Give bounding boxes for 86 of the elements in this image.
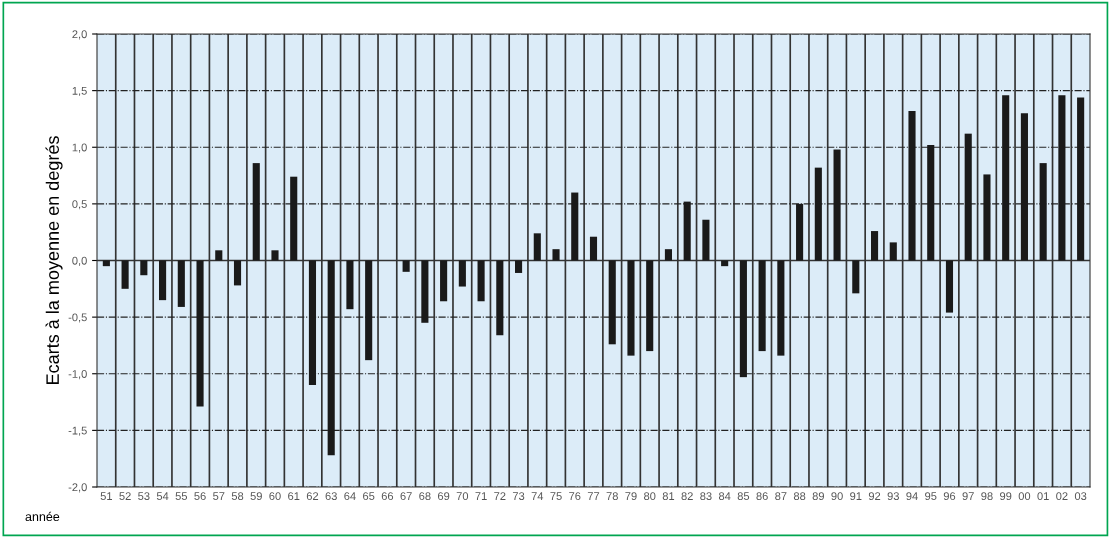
- y-tick-label: 0,0: [72, 256, 87, 266]
- bar: [889, 242, 897, 261]
- x-tick-label: 93: [887, 492, 899, 501]
- x-tick-label: 71: [475, 492, 487, 500]
- bar: [515, 260, 523, 273]
- x-tick-label: 69: [438, 492, 450, 501]
- x-tick-label: 81: [662, 492, 675, 501]
- x-tick-label: 89: [812, 492, 824, 501]
- x-tick-label: 61: [288, 492, 300, 501]
- bar: [552, 249, 560, 261]
- x-tick-label: 67: [400, 492, 412, 501]
- x-tick-label: 68: [419, 492, 431, 501]
- x-tick-label: 00: [1018, 492, 1031, 501]
- x-tick-label: 98: [981, 492, 993, 501]
- x-tick-label: 51: [100, 492, 113, 501]
- x-tick-label: 87: [775, 492, 787, 501]
- x-tick-label: 64: [344, 492, 356, 501]
- bar: [177, 260, 185, 307]
- x-tick-label: 72: [494, 492, 506, 500]
- x-tick-label: 99: [1000, 492, 1012, 501]
- x-tick-label: 88: [793, 492, 806, 501]
- bar: [215, 250, 223, 261]
- bar: [402, 260, 410, 272]
- bar: [159, 260, 167, 301]
- x-tick-label: 95: [925, 492, 937, 501]
- x-tick-label: 54: [156, 492, 169, 501]
- x-tick-label: 60: [269, 492, 281, 501]
- x-tick-label: 85: [737, 492, 750, 501]
- x-tick-label: 74: [531, 492, 544, 500]
- bar: [121, 260, 129, 289]
- x-tick-label: 91: [850, 492, 862, 501]
- bar: [458, 260, 466, 287]
- bar: [945, 260, 954, 313]
- x-tick-label: 01: [1037, 492, 1049, 501]
- y-tick-label: -2,0: [68, 483, 87, 493]
- y-tick-label: 1,0: [72, 143, 87, 153]
- x-tick-label: 94: [906, 492, 918, 501]
- bar: [440, 260, 448, 302]
- x-tick-label: 65: [363, 492, 375, 501]
- x-tick-label: 66: [381, 492, 394, 501]
- bar: [870, 231, 879, 261]
- x-tick-label: 59: [250, 492, 262, 501]
- x-tick-label: 52: [119, 492, 131, 501]
- y-tick-label: -0,5: [68, 313, 87, 323]
- bar: [271, 250, 279, 261]
- x-tick-label: 90: [831, 492, 843, 501]
- x-tick-label: 86: [756, 492, 768, 501]
- x-tick-label: 03: [1074, 492, 1087, 501]
- x-tick-label: 82: [681, 492, 693, 501]
- x-tick-label: 53: [138, 492, 150, 501]
- x-tick-label: 58: [231, 492, 244, 501]
- x-tick-label: 97: [962, 492, 974, 501]
- x-tick-label: 79: [625, 492, 637, 501]
- bar: [702, 219, 710, 261]
- bar: [852, 260, 860, 294]
- x-tick-label: 96: [943, 492, 956, 501]
- bar: [533, 233, 541, 261]
- bar: [664, 249, 672, 261]
- x-tick-label: 56: [194, 492, 206, 501]
- x-tick-label: 84: [718, 492, 731, 501]
- y-tick-label: 1,5: [72, 87, 87, 97]
- bar: [140, 260, 148, 276]
- x-tick-label: 70: [456, 492, 469, 501]
- x-tick-label: 77: [587, 492, 600, 500]
- x-tick-label: 55: [175, 492, 188, 501]
- x-tick-label: 75: [550, 492, 562, 501]
- x-tick-label: 62: [306, 492, 319, 501]
- x-tick-label: 76: [569, 492, 581, 501]
- x-tick-label: 57: [213, 492, 225, 501]
- bar: [589, 236, 598, 261]
- y-tick-label: -1,5: [68, 426, 87, 436]
- bar: [346, 260, 354, 310]
- x-tick-label: 73: [512, 492, 525, 501]
- x-tick-label: 02: [1056, 492, 1068, 501]
- y-tick-label: 2,0: [72, 30, 87, 40]
- x-tick-label: 83: [700, 492, 712, 501]
- y-tick-label: 0,5: [72, 200, 87, 210]
- x-axis-title: année: [25, 511, 60, 522]
- y-axis-title: Ecarts à la moyenne en degrés: [45, 136, 63, 384]
- bar: [233, 260, 242, 286]
- x-tick-label: 80: [644, 492, 656, 501]
- x-tick-label: 78: [606, 492, 618, 501]
- x-tick-label: 92: [868, 492, 881, 501]
- x-tick-label: 63: [325, 492, 337, 501]
- y-tick-label: -1,0: [68, 370, 87, 380]
- bar: [477, 260, 485, 302]
